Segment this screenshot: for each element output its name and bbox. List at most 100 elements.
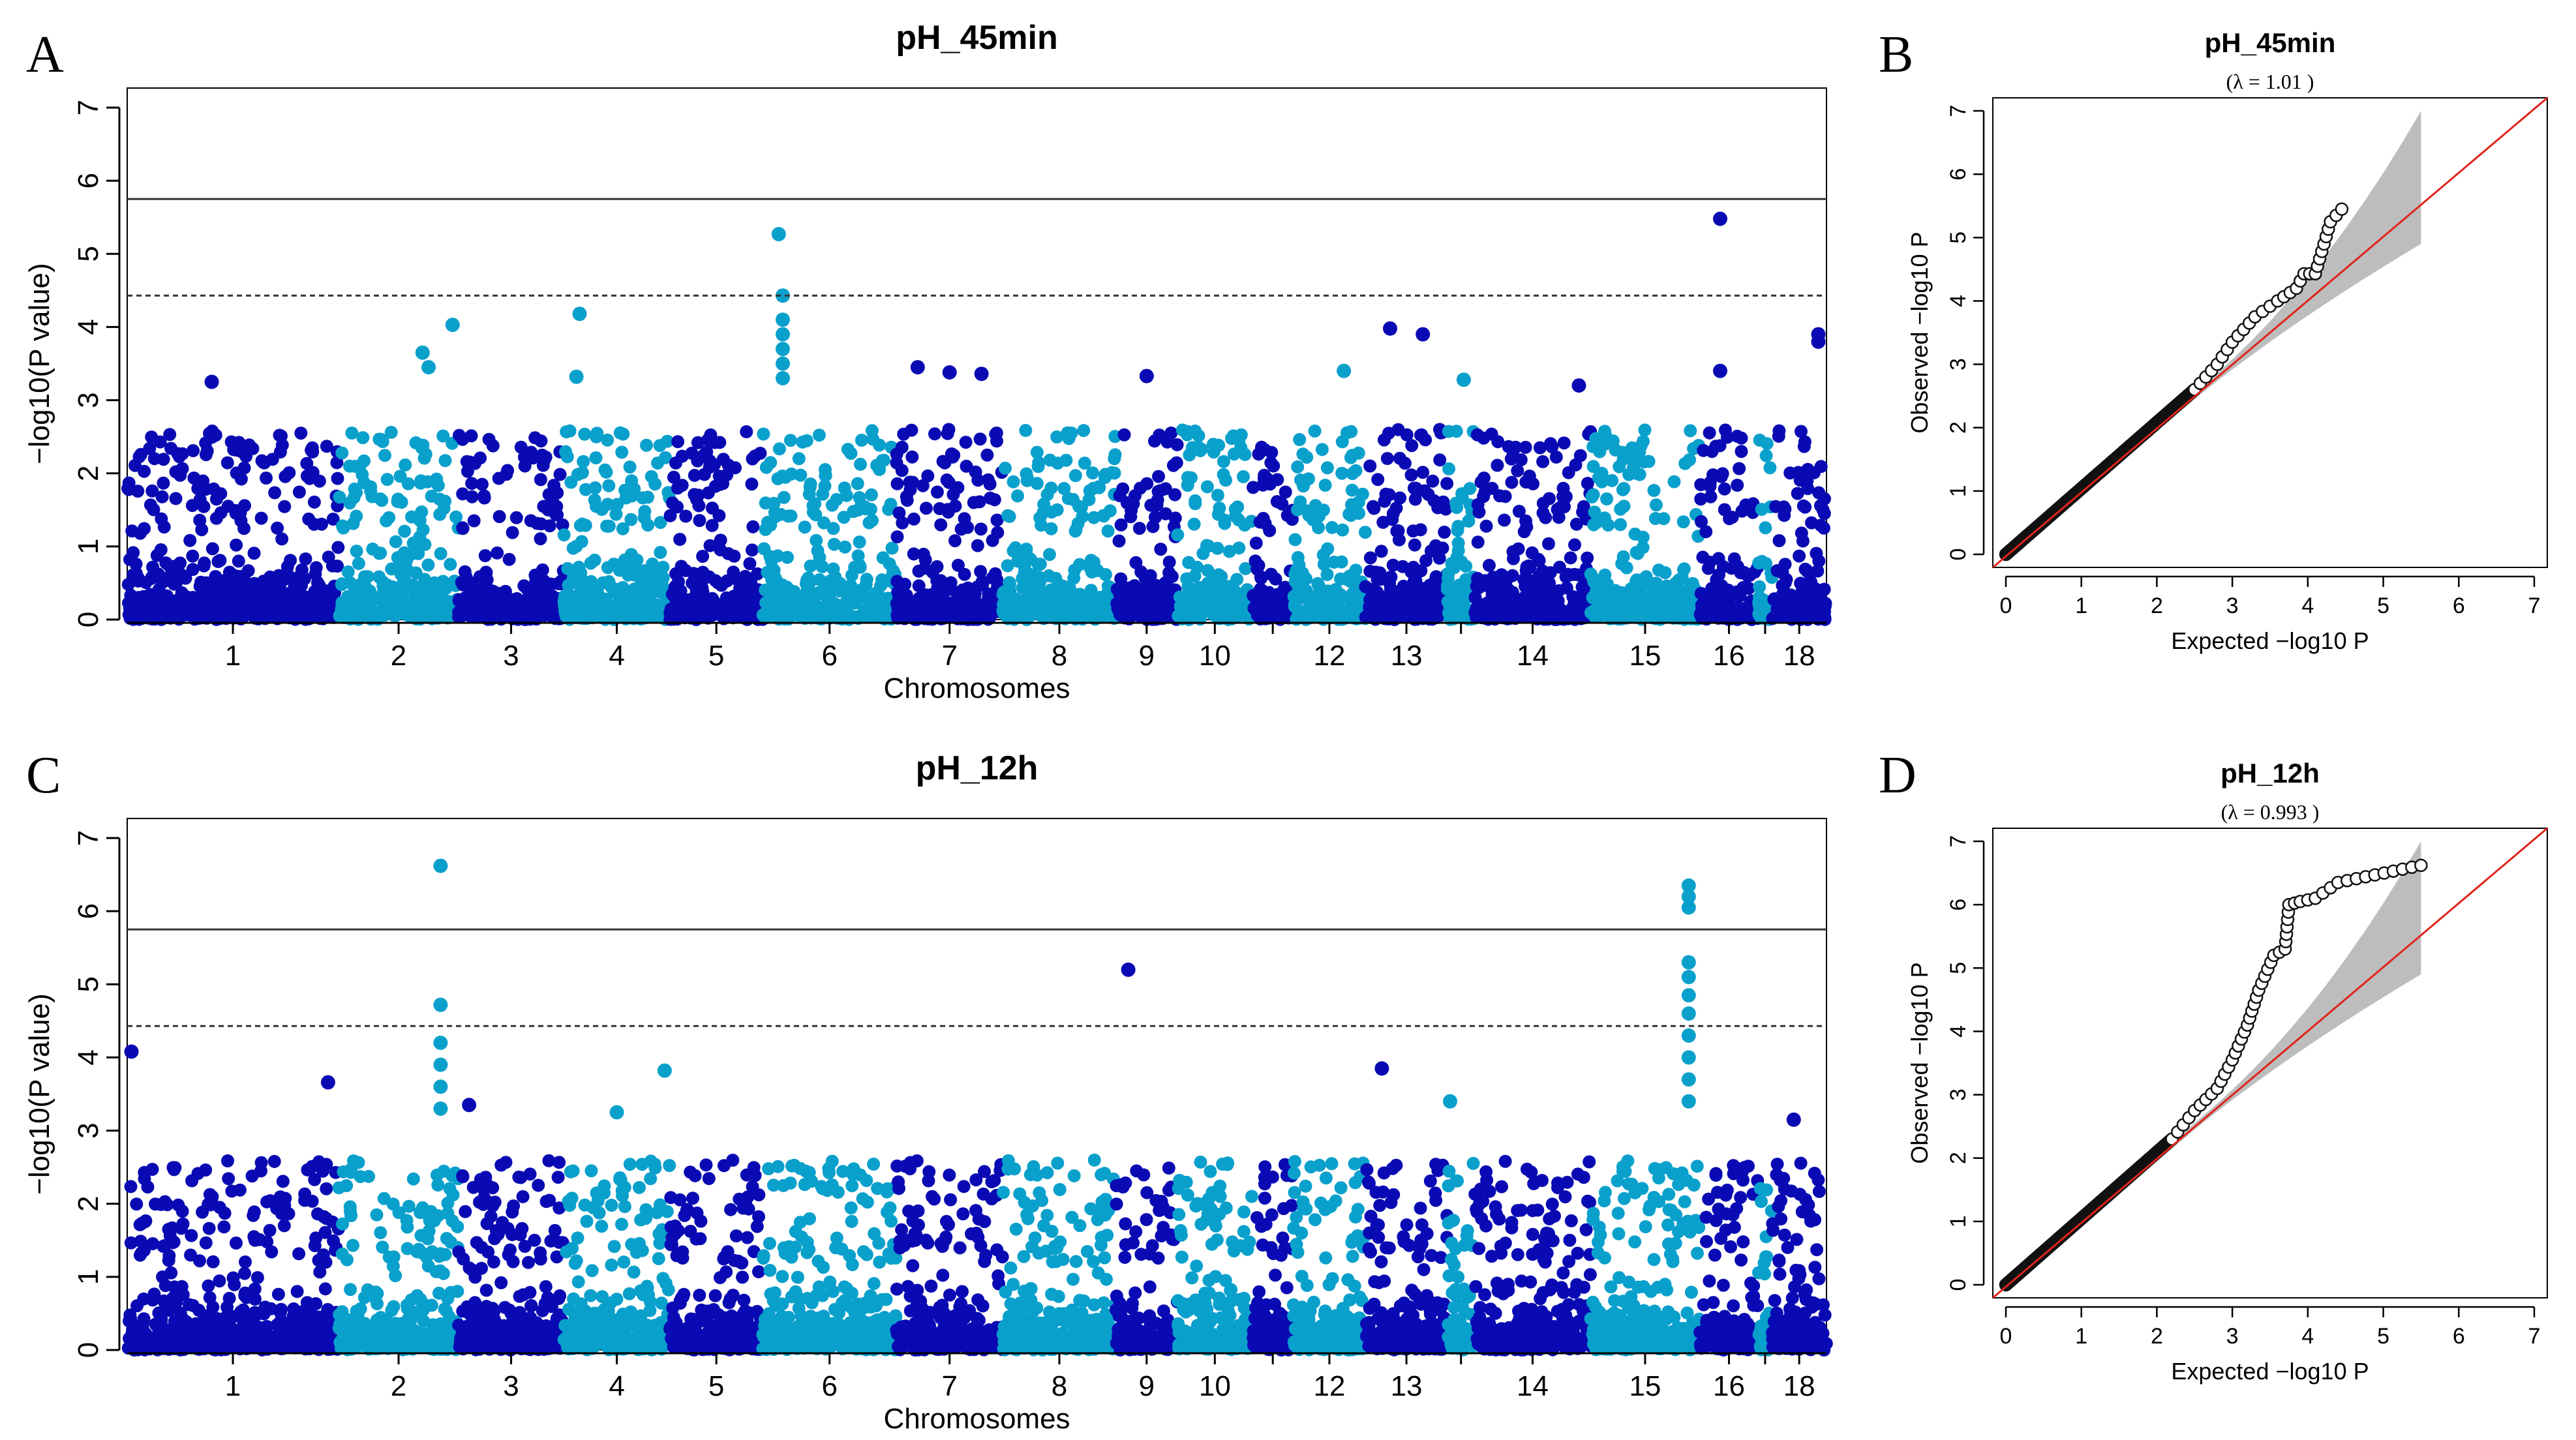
snp-point [331, 472, 344, 485]
snp-point [1207, 445, 1220, 459]
snp-point [853, 535, 866, 549]
snp-point [1373, 589, 1387, 603]
snp-point [1617, 482, 1631, 495]
snp-point [974, 565, 988, 578]
snp-point [247, 606, 260, 620]
snp-point [1336, 523, 1350, 537]
snp-point [1695, 603, 1709, 617]
snp-point [122, 596, 135, 610]
panel-letter-a: A [26, 26, 64, 83]
chromosome-label: 1 [225, 640, 241, 672]
snp-point [421, 558, 435, 572]
snp-point [331, 541, 345, 554]
snp-point [1667, 475, 1681, 488]
snp-point [134, 593, 147, 607]
snp-point [1309, 499, 1322, 513]
snp-point [1509, 440, 1523, 454]
snp-point [1182, 556, 1196, 569]
snp-point [948, 534, 962, 548]
snp-point [663, 509, 677, 522]
qq-plot-pH-45min: pH_45min(λ = 1.01 )0011223344556677Obser… [1906, 27, 2548, 654]
snp-point [1451, 524, 1464, 537]
snp-point [182, 1334, 196, 1347]
snp-point [1206, 601, 1220, 614]
snp-point [613, 426, 627, 440]
snp-point [671, 435, 685, 449]
snp-point [456, 432, 470, 446]
snp-point [536, 458, 550, 472]
snp-point [1154, 543, 1168, 556]
snp-point [1581, 477, 1594, 490]
snp-point [1212, 570, 1226, 584]
snp-point [1759, 521, 1772, 535]
snp-point [222, 1291, 236, 1305]
snp-point [346, 517, 360, 530]
snp-peak-point [974, 367, 989, 382]
snp-point [1222, 545, 1236, 558]
snp-point [1455, 487, 1469, 500]
snp-point [781, 550, 794, 564]
snp-point [1020, 547, 1033, 561]
snp-point [506, 526, 519, 539]
snp-point [425, 606, 438, 620]
snp-point [1180, 572, 1194, 586]
snp-point [1408, 492, 1422, 506]
snp-point [1068, 469, 1082, 483]
snp-point [912, 564, 926, 578]
snp-point [187, 472, 201, 485]
snp-point [1609, 586, 1623, 599]
snp-point [173, 450, 186, 464]
snp-point [776, 608, 789, 622]
snp-point [1100, 609, 1114, 623]
snp-point [870, 458, 884, 472]
snp-point [902, 610, 915, 623]
snp-point [400, 554, 414, 567]
snp-point [1569, 458, 1583, 472]
snp-point [1311, 577, 1325, 590]
snp-point [564, 475, 578, 489]
snp-point [930, 485, 944, 499]
snp-point [806, 499, 820, 513]
snp-point [1440, 477, 1454, 490]
snp-point [1317, 558, 1331, 571]
snp-point [290, 1332, 304, 1345]
snp-peak-point [776, 327, 790, 342]
snp-point [1506, 545, 1520, 558]
snp-point [743, 557, 757, 571]
snp-point [1498, 513, 1511, 527]
snp-point [553, 468, 567, 481]
snp-point [1814, 460, 1828, 473]
snp-point [1563, 568, 1577, 582]
snp-point [491, 546, 504, 560]
snp-point [209, 570, 222, 583]
snp-point [848, 560, 862, 574]
snp-point [1536, 496, 1550, 510]
snp-point [345, 427, 359, 440]
snp-point [577, 455, 590, 468]
snp-point [357, 454, 371, 468]
snp-point [629, 600, 643, 614]
snp-point [598, 463, 612, 477]
snp-point [1001, 509, 1014, 522]
snp-point [693, 514, 706, 528]
panel-letter-c: C [26, 747, 61, 804]
snp-point [1642, 455, 1656, 468]
snp-point [816, 487, 830, 501]
snp-peak-point [1383, 321, 1397, 336]
snp-point [1061, 426, 1074, 440]
snp-point [1606, 434, 1620, 448]
chromosome-label: 4 [609, 640, 624, 672]
snp-point [322, 550, 335, 564]
panel-letter-b: B [1879, 26, 1913, 83]
snp-point [905, 450, 919, 464]
snp-point [556, 518, 569, 532]
snp-point [264, 570, 277, 584]
snp-point [927, 604, 941, 618]
snp-peak-point [1337, 363, 1352, 378]
snp-point [309, 567, 322, 581]
chromosome-label: 12 [1313, 640, 1345, 672]
snp-peak-point [771, 227, 786, 241]
x-axis-label: Expected −log10 P [2171, 627, 2369, 654]
snp-point [830, 603, 844, 616]
